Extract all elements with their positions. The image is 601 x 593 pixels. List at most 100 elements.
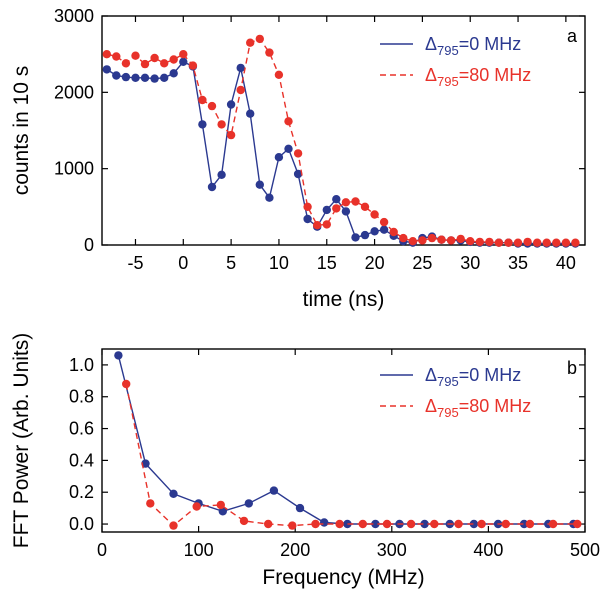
legend-delta: Δ [425, 34, 437, 54]
panel-a-series-1-point [446, 236, 456, 245]
panel-b-series-0-point [469, 519, 479, 529]
panel-a-series-1 [102, 34, 580, 247]
panel-a-xtick-label: 0 [178, 253, 188, 273]
panel-a-series-1-point [313, 221, 322, 230]
panel-a-series-0-point [121, 72, 131, 82]
panel-a: -5 0 5 10 15 20 25 30 35 40 0 1000 2000 3000 time (ns)… [10, 6, 586, 311]
panel-b-series-1-point [501, 519, 510, 529]
panel-b-ytick-label: 0.2 [69, 482, 94, 502]
panel-a-series-1-point [322, 220, 331, 229]
panel-a-series-0-point [379, 225, 389, 234]
panel-a-series-1-point [217, 120, 226, 129]
legend-subscript: 795 [437, 405, 459, 420]
legend-subscript: 795 [437, 374, 459, 389]
panel-b-series-1-point [335, 519, 344, 529]
panel-b-ytick-label: 0.8 [69, 387, 94, 407]
panel-b-xtick-label: 500 [570, 540, 600, 560]
panel-a-series-0-line [106, 60, 576, 245]
panel-a-series-0-point [102, 65, 112, 74]
panel-a-series-1-point [370, 210, 379, 219]
panel-a-series-1-point [140, 59, 150, 69]
panel-b-series-1-point [430, 519, 439, 529]
panel-a-series-1-point [198, 95, 207, 105]
legend-subscript: 795 [437, 74, 459, 89]
panel-a-series-1-point [427, 233, 437, 243]
panel-a-series-1-point [571, 238, 580, 247]
panel-a-xtick-label: 30 [460, 253, 480, 273]
panel-b-xtick-label: 0 [97, 540, 107, 560]
panel-b-series-1-point [288, 521, 297, 530]
panel-a-series-0-point [198, 120, 207, 129]
panel-b-series-0-point [320, 518, 329, 527]
panel-b-ytick-label: 0.6 [69, 419, 94, 439]
panel-a-series-0-point [112, 71, 121, 80]
panel-b-series-0-point [519, 519, 529, 529]
panel-a-y-axis-title: counts in 10 s [10, 66, 33, 196]
panel-a-series-0-point [284, 144, 293, 153]
panel-b-series-0-point [114, 351, 123, 360]
panel-a-ytick-label: 2000 [54, 82, 94, 102]
panel-a-series-0-point [341, 207, 351, 216]
panel-a-series-0-point [265, 193, 274, 202]
panel-b-x-axis-title: Frequency (MHz) [262, 566, 424, 589]
panel-b-series-1-point [406, 519, 416, 529]
panel-a-series-0-point [360, 230, 370, 240]
panel-b-series-0-point [169, 489, 178, 498]
panel-b-xtick-label: 200 [280, 540, 310, 560]
legend-delta: Δ [425, 396, 437, 416]
panel-b-y-axis-title: FFT Power (Arb. Units) [10, 333, 33, 548]
panel-a-series-1-point [485, 237, 494, 247]
panel-a-series-1-point [207, 101, 217, 111]
legend-suffix: =0 MHz [459, 34, 522, 54]
panel-b-ytick-label: 0.4 [69, 450, 94, 470]
panel-a-series-1-point [379, 217, 389, 227]
panel-a-series-1-point [399, 233, 408, 243]
panel-b-series-1-point [146, 499, 155, 508]
panel-a-xtick-label: 15 [317, 253, 337, 273]
panel-a-series-1-point [418, 236, 427, 245]
panel-a-series-1-point [150, 53, 159, 63]
panel-a-series-1-point [226, 130, 236, 140]
panel-a-series-1-point [274, 70, 284, 80]
panel-b-series-1-point [382, 519, 392, 529]
panel-b-series-1-point [311, 519, 320, 529]
panel-b-series-1-point [548, 519, 558, 529]
panel-a-series-0-point [351, 233, 360, 242]
panel-b-ytick-label: 0.0 [69, 514, 94, 534]
panel-a-series-1-point [542, 238, 551, 247]
panel-a-series-1-point [303, 202, 312, 211]
panel-a-x-axis-title: time (ns) [303, 288, 385, 311]
panel-a-series-1-point [188, 61, 198, 70]
panel-b-series-0-point [244, 499, 253, 508]
panel-b-xtick-label: 400 [473, 540, 503, 560]
panel-a-xtick-label: 20 [365, 253, 385, 273]
panel-a-series-1-point [284, 117, 293, 126]
legend-delta: Δ [425, 365, 437, 385]
panel-b-series-1-point [169, 521, 178, 530]
panel-a-series-0-point [150, 74, 159, 83]
panel-a-series-1-point [533, 238, 542, 247]
panel-b-series-1-point [573, 519, 582, 529]
panel-a-series-0-point [160, 73, 169, 83]
panel-a-series-1-point [504, 238, 513, 247]
legend-delta: Δ [425, 65, 437, 85]
panel-a-series-1-point [475, 237, 484, 247]
panel-b-series-1-point [216, 500, 225, 510]
panel-a-series-1-point [389, 227, 398, 237]
panel-a-series-0-point [236, 63, 245, 73]
panel-a-legend-label-0: Δ795=0 MHz [425, 34, 521, 58]
legend-suffix: =80 MHz [459, 396, 532, 416]
panel-a-series-1-point [494, 238, 504, 247]
panel-a-xtick-label: 35 [508, 253, 528, 273]
panel-b-xtick-label: 100 [184, 540, 214, 560]
panel-a-series-1-point [112, 52, 121, 61]
panel-a-series-0-point [179, 57, 188, 66]
panel-b-series-1-point [239, 516, 249, 526]
panel-a-series-0-point [169, 69, 178, 78]
panel-a-series-1-point [561, 238, 571, 247]
legend-suffix: =0 MHz [459, 365, 522, 385]
panel-b-series-0-point [420, 519, 429, 529]
panel-a-series-1-point [360, 202, 370, 211]
panel-b-series-1 [122, 379, 582, 530]
panel-a-ytick-label: 3000 [54, 6, 94, 26]
